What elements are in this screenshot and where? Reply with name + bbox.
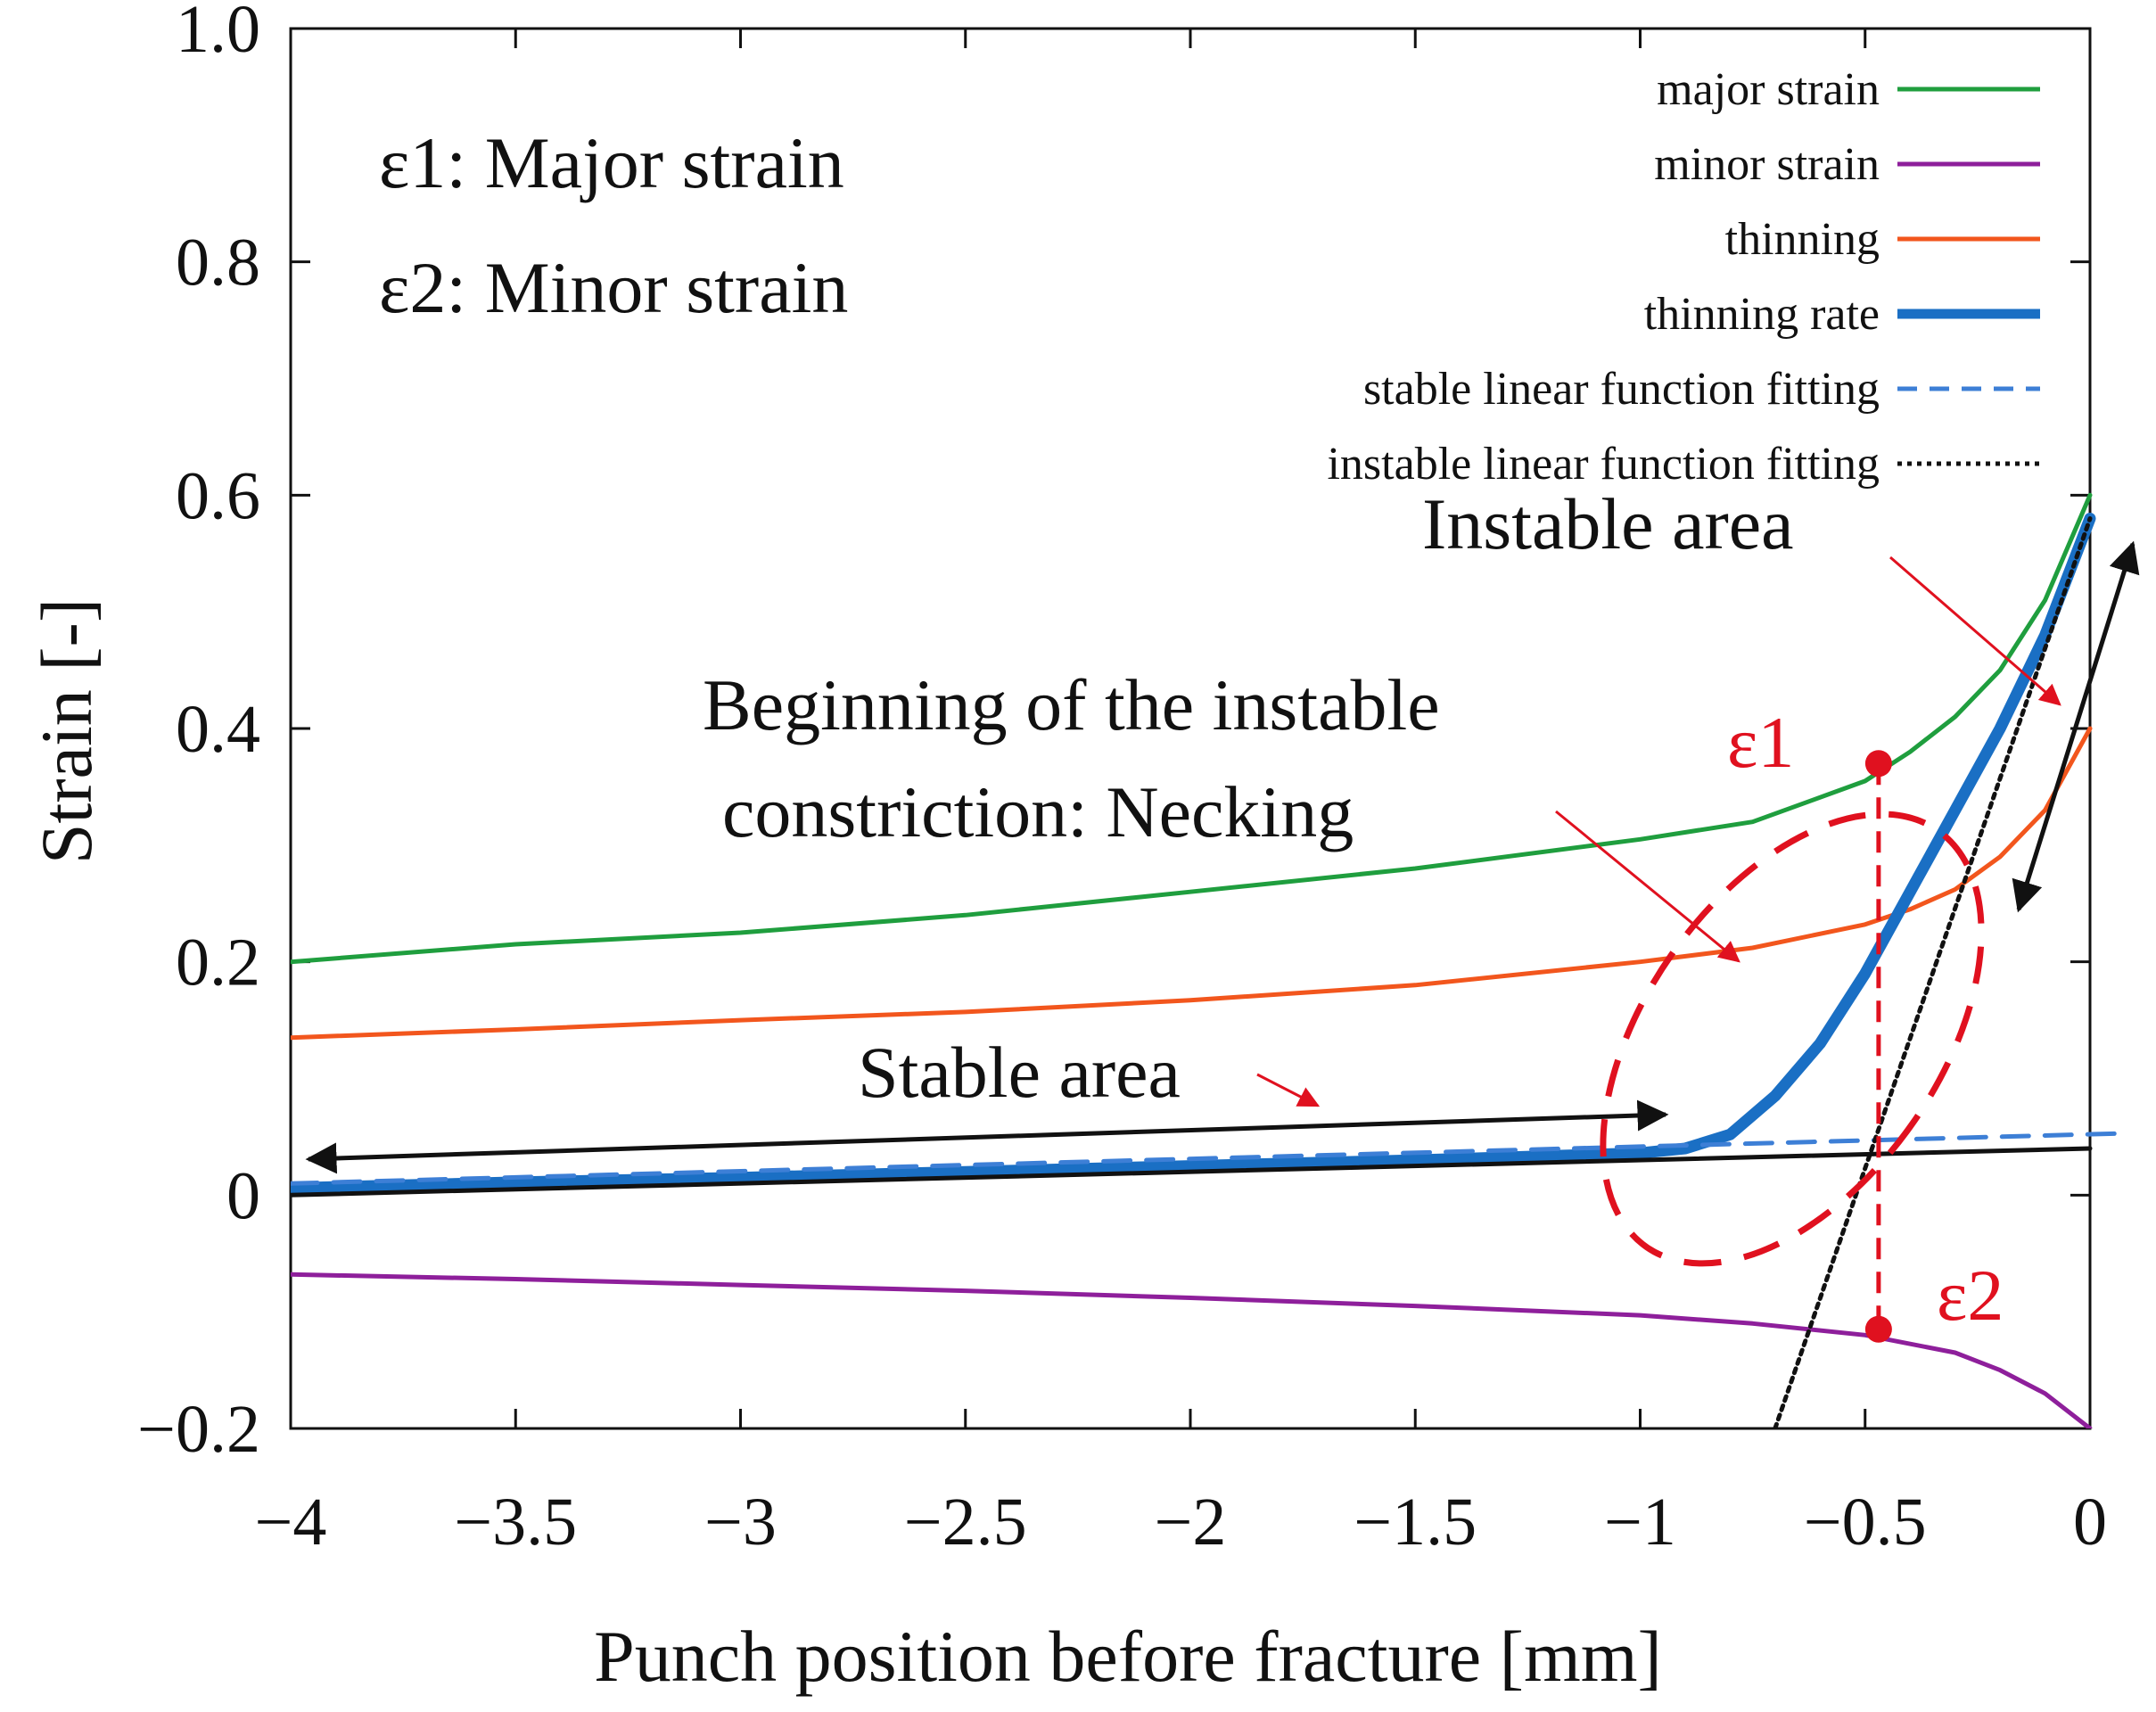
y-tick-label: 0 <box>226 1158 260 1233</box>
eps-point <box>1864 1315 1892 1343</box>
stable-area-pointer <box>1256 1073 1321 1107</box>
x-tick-label: −2 <box>1155 1485 1227 1560</box>
x-tick-label: −3.5 <box>454 1485 577 1560</box>
necking-ellipse <box>1600 811 1985 1267</box>
eps2-definition: ε2: Minor strain <box>379 247 848 328</box>
series-minor-strain <box>291 1272 2093 1428</box>
legend-label: thinning rate <box>1644 289 1880 340</box>
x-tick-label: −1.5 <box>1354 1485 1477 1560</box>
legend-label: thinning <box>1725 214 1880 265</box>
series-major-strain <box>291 492 2093 965</box>
eps2-marker-label: ε2 <box>1937 1255 2004 1336</box>
y-tick-label: 0.6 <box>176 458 260 533</box>
x-axis-label: Punch position before fracture [mm] <box>594 1616 1662 1697</box>
eps1-marker-label: ε1 <box>1727 702 1794 783</box>
instable-area-pointer <box>1889 556 2061 706</box>
legend-label: instable linear function fitting <box>1327 439 1880 490</box>
legend-label: major strain <box>1657 64 1880 115</box>
y-tick-label: −0.2 <box>137 1392 260 1467</box>
stable-area-arrow <box>305 1099 1669 1174</box>
necking-label-line1: Beginning of the instable <box>703 664 1440 745</box>
instable-area-label: Instable area <box>1422 483 1794 564</box>
instable-area-arrow <box>2012 540 2140 913</box>
axis-ticks: −4 −3.5 −3 −2.5 −2 −1.5 −1 −0.5 0 −0.2 0 0.2 0.4 0.6 0… <box>137 0 2107 1560</box>
y-tick-label: 0.4 <box>176 692 260 767</box>
x-tick-label: −2.5 <box>904 1485 1027 1560</box>
y-tick-label: 0.2 <box>176 926 260 1000</box>
x-tick-label: 0 <box>2073 1485 2107 1560</box>
x-tick-label: −0.5 <box>1804 1485 1927 1560</box>
eps1-definition: ε1: Major strain <box>379 122 844 203</box>
x-tick-label: −1 <box>1604 1485 1676 1560</box>
series-instable-linear-function-fitting <box>291 1146 2093 1198</box>
necking-pointer <box>1555 810 1740 963</box>
series-thinning <box>291 726 2093 1041</box>
legend-label: stable linear function fitting <box>1363 364 1880 415</box>
necking-label-line2: constriction: Necking <box>722 771 1354 852</box>
series-stable-linear-function-fitting <box>291 1131 2122 1186</box>
y-tick-label: 0.8 <box>176 226 260 300</box>
series-instable-linear-function-fitting <box>1773 516 2093 1428</box>
legend-label: minor strain <box>1654 139 1880 190</box>
x-tick-label: −3 <box>704 1485 777 1560</box>
series-thinning-rate <box>291 513 2096 1194</box>
stable-area-label: Stable area <box>858 1032 1181 1113</box>
series-group <box>291 492 2122 1428</box>
eps-point <box>1864 750 1892 778</box>
y-tick-label: 1.0 <box>176 0 260 67</box>
x-tick-label: −4 <box>255 1485 327 1560</box>
legend: major strain minor strain thinning thinning… <box>1327 64 2040 490</box>
y-axis-label: Strain [-] <box>26 598 107 864</box>
overlay-annotations <box>305 540 2140 1343</box>
